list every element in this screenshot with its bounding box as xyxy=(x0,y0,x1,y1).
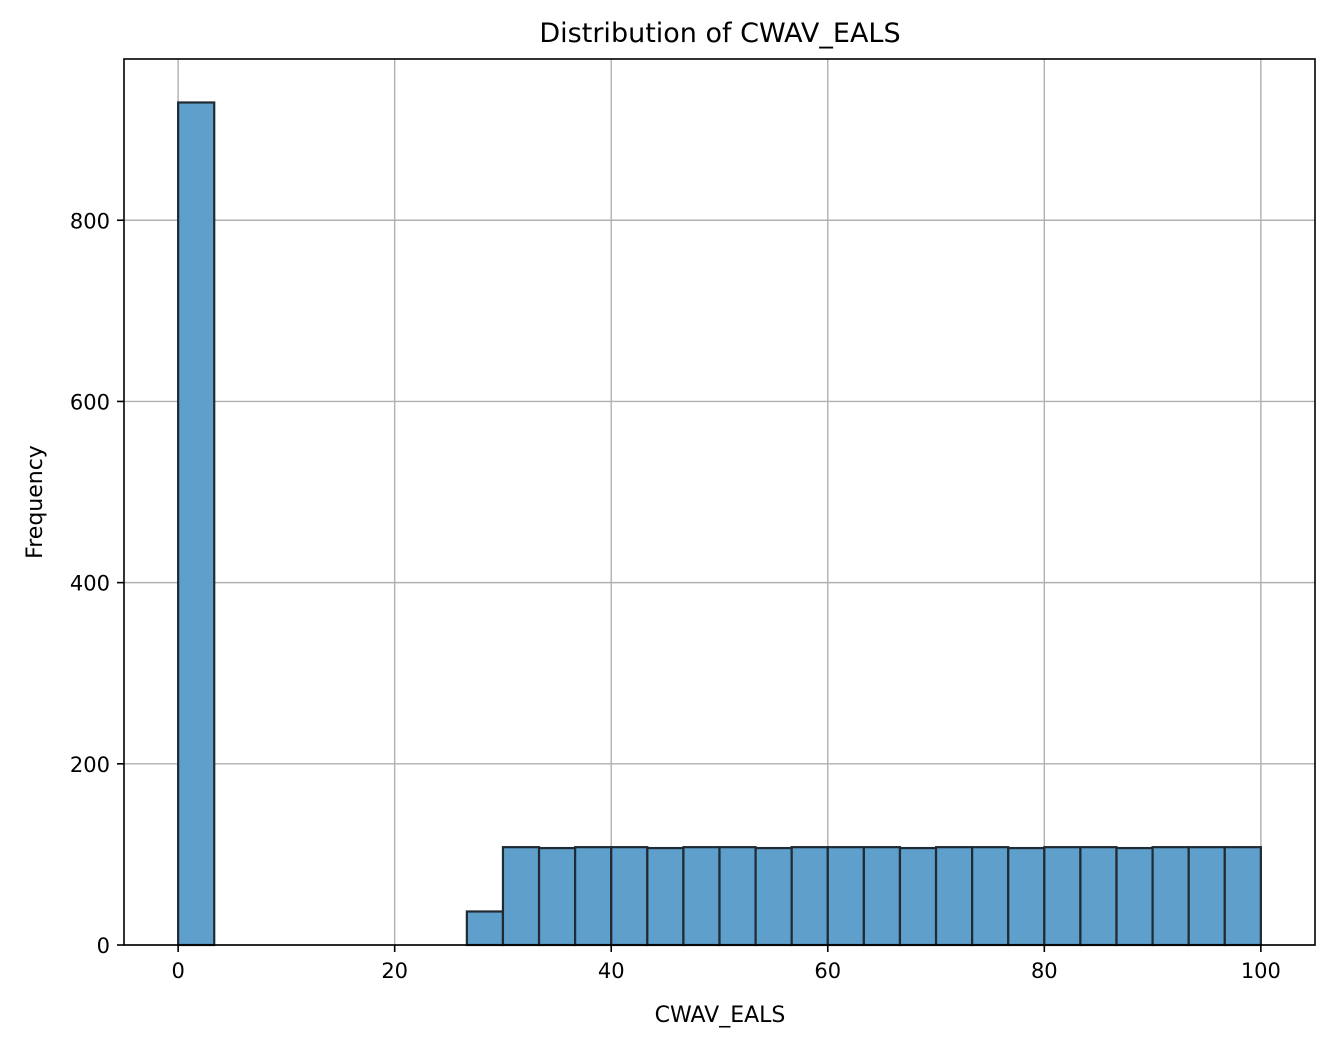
histogram-bar xyxy=(754,846,793,947)
y-tick-label: 800 xyxy=(70,209,110,233)
y-axis-ticks: 0 200 400 600 800 xyxy=(70,209,124,958)
histogram-bar xyxy=(177,101,216,947)
histogram-bar xyxy=(1007,846,1046,947)
histogram-bar xyxy=(1223,846,1262,947)
histogram-bar xyxy=(934,846,974,947)
histogram-bar xyxy=(971,846,1010,947)
x-tick-label: 100 xyxy=(1241,959,1281,983)
chart-title: Distribution of CWAV_EALS xyxy=(539,18,900,49)
x-axis-label: CWAV_EALS xyxy=(655,1003,786,1028)
y-tick-label: 400 xyxy=(70,572,110,596)
histogram-bar xyxy=(862,846,902,947)
histogram-bar xyxy=(1079,846,1118,947)
histogram-bar xyxy=(537,846,577,947)
histogram-bar xyxy=(718,846,757,947)
y-tick-label: 200 xyxy=(70,753,110,777)
histogram-bar xyxy=(646,846,685,947)
histogram-bar xyxy=(898,846,938,947)
plot-area-frame xyxy=(123,58,1316,946)
histogram-bar xyxy=(574,846,613,947)
histogram-bar xyxy=(826,846,865,947)
histogram-bar xyxy=(682,846,721,947)
y-tick-label: 0 xyxy=(97,934,110,958)
histogram-bar xyxy=(1115,846,1154,947)
histogram-bar xyxy=(1151,846,1190,947)
bars-layer xyxy=(177,101,1262,947)
histogram-bar xyxy=(465,910,505,947)
y-tick-label: 600 xyxy=(70,390,110,414)
x-tick-label: 40 xyxy=(598,959,625,983)
x-tick-label: 60 xyxy=(814,959,841,983)
y-axis-label: Frequency xyxy=(23,445,48,559)
histogram-bar xyxy=(610,846,649,947)
histogram-bar xyxy=(501,846,541,947)
histogram-bar xyxy=(1187,846,1226,947)
histogram-bar xyxy=(790,846,829,947)
x-tick-label: 0 xyxy=(171,959,184,983)
x-tick-label: 20 xyxy=(381,959,408,983)
grid-layer xyxy=(124,59,1315,946)
histogram-bar xyxy=(1043,846,1082,947)
x-axis-ticks: 0 20 40 60 80 100 xyxy=(171,945,1281,983)
x-tick-label: 80 xyxy=(1031,959,1058,983)
